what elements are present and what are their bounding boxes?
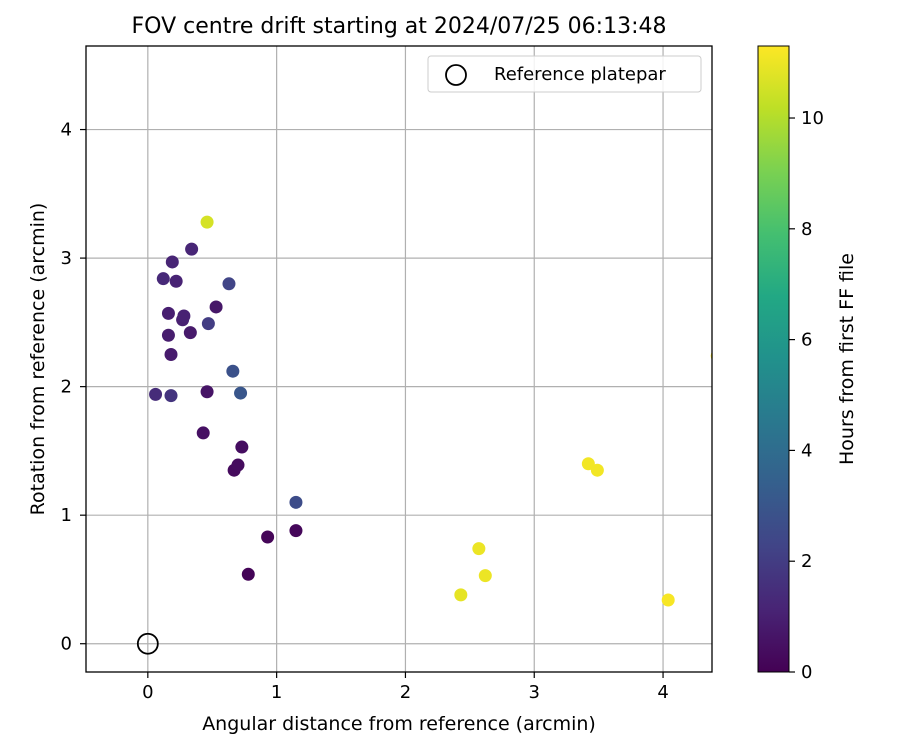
colorbar-ticks: 0 2 4 6 8 10 bbox=[789, 108, 824, 683]
data-point bbox=[478, 569, 492, 583]
y-axis-label: Rotation from reference (arcmin) bbox=[27, 203, 49, 516]
data-point bbox=[183, 326, 197, 340]
data-point bbox=[222, 277, 236, 291]
chart-title: FOV centre drift starting at 2024/07/25 … bbox=[132, 14, 667, 39]
data-point bbox=[201, 317, 215, 331]
colorbar-tick-label: 6 bbox=[801, 330, 812, 351]
data-point bbox=[185, 242, 199, 256]
y-tick-label: 0 bbox=[61, 634, 72, 655]
data-point bbox=[164, 389, 178, 403]
data-point bbox=[177, 309, 191, 323]
data-point bbox=[226, 364, 240, 378]
y-tick-label: 2 bbox=[61, 377, 72, 398]
x-tick-label: 3 bbox=[529, 682, 540, 703]
data-point bbox=[234, 386, 248, 400]
data-point bbox=[289, 495, 303, 509]
plot-frame bbox=[85, 45, 713, 673]
data-point bbox=[161, 306, 175, 320]
legend-box bbox=[427, 55, 702, 93]
data-point bbox=[209, 300, 223, 314]
colorbar-tick-label: 4 bbox=[801, 440, 812, 461]
reference-point-marker bbox=[136, 632, 159, 655]
legend: Reference platepar bbox=[427, 55, 702, 93]
colorbar-tick-label: 8 bbox=[801, 219, 812, 240]
data-points bbox=[149, 215, 712, 607]
data-point bbox=[231, 458, 245, 472]
data-point bbox=[200, 215, 214, 229]
data-point bbox=[661, 593, 675, 607]
data-point bbox=[454, 588, 468, 602]
data-point bbox=[200, 385, 214, 399]
data-point bbox=[161, 328, 175, 342]
data-point bbox=[590, 463, 604, 477]
data-point bbox=[156, 272, 170, 286]
colorbar-tick-label: 0 bbox=[801, 662, 812, 683]
colorbar bbox=[757, 45, 790, 673]
x-axis-ticks: 0 1 2 3 4 bbox=[142, 672, 669, 703]
x-tick-label: 2 bbox=[400, 682, 411, 703]
data-point bbox=[581, 457, 595, 471]
legend-label: Reference platepar bbox=[494, 64, 666, 85]
colorbar-tick-label: 10 bbox=[801, 108, 824, 129]
data-point bbox=[472, 542, 486, 556]
x-tick-label: 0 bbox=[142, 682, 153, 703]
data-point bbox=[241, 567, 255, 581]
legend-marker-icon bbox=[445, 64, 467, 86]
y-tick-label: 3 bbox=[61, 248, 72, 269]
data-point bbox=[149, 387, 163, 401]
x-axis-label: Angular distance from reference (arcmin) bbox=[202, 713, 596, 735]
colorbar-tick-label: 2 bbox=[801, 551, 812, 572]
data-point bbox=[196, 426, 210, 440]
data-point bbox=[164, 348, 178, 362]
y-tick-label: 4 bbox=[61, 120, 72, 141]
y-axis-ticks: 0 1 2 3 4 bbox=[61, 120, 86, 655]
grid-lines bbox=[86, 46, 712, 672]
data-point bbox=[289, 524, 303, 538]
data-point bbox=[169, 274, 183, 288]
colorbar-label: Hours from first FF file bbox=[836, 253, 858, 465]
x-tick-label: 4 bbox=[657, 682, 668, 703]
y-tick-label: 1 bbox=[61, 505, 72, 526]
data-point bbox=[235, 440, 249, 454]
data-point bbox=[165, 255, 179, 269]
x-tick-label: 1 bbox=[271, 682, 282, 703]
data-point bbox=[261, 530, 275, 544]
